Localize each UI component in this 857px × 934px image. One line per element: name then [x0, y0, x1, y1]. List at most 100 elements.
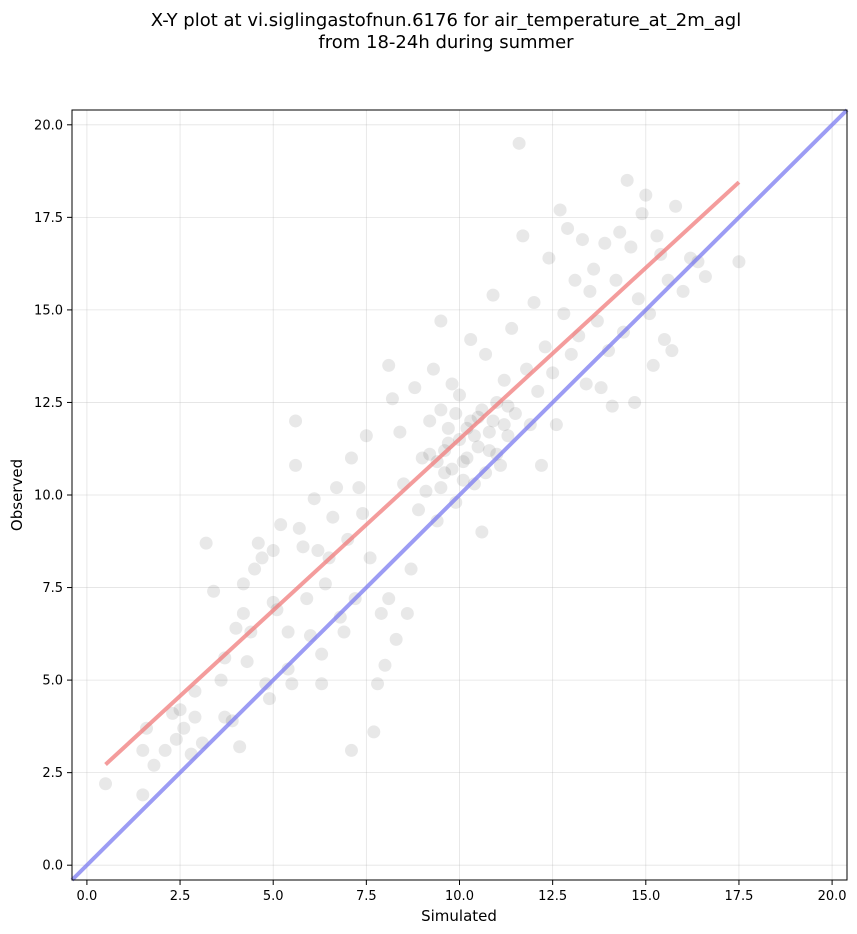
x-tick-label: 2.5 — [170, 889, 191, 904]
scatter-point — [408, 381, 422, 395]
scatter-point — [236, 606, 250, 620]
scatter-point — [289, 458, 303, 472]
scatter-point — [419, 484, 433, 498]
scatter-point — [650, 229, 664, 243]
scatter-point — [326, 510, 340, 524]
scatter-point — [285, 677, 299, 691]
scatter-point — [594, 381, 608, 395]
scatter-point — [497, 373, 511, 387]
scatter-point — [166, 706, 180, 720]
scatter-point — [635, 207, 649, 221]
x-tick-label: 5.0 — [263, 889, 284, 904]
scatter-point — [587, 262, 601, 276]
scatter-point — [549, 418, 563, 432]
scatter-point — [236, 577, 250, 591]
scatter-point — [434, 403, 448, 417]
scatter-point — [434, 481, 448, 495]
scatter-point — [438, 466, 452, 480]
scatter-point — [415, 451, 429, 465]
scatter-point — [255, 551, 269, 565]
scatter-point — [218, 710, 232, 724]
scatter-point — [318, 577, 332, 591]
scatter-point — [613, 225, 627, 239]
scatter-point — [456, 473, 470, 487]
scatter-point — [214, 673, 228, 687]
scatter-point — [542, 251, 556, 265]
scatter-point — [456, 455, 470, 469]
y-tick-label: 5.0 — [42, 674, 63, 689]
scatter-point — [445, 462, 459, 476]
scatter-point — [251, 536, 265, 550]
scatter-point — [445, 377, 459, 391]
x-tick-label: 17.5 — [724, 889, 753, 904]
scatter-point — [479, 347, 493, 361]
scatter-point — [486, 288, 500, 302]
scatter-point — [575, 233, 589, 247]
scatter-point — [669, 199, 683, 213]
scatter-point — [505, 321, 519, 335]
y-tick-label: 2.5 — [42, 766, 63, 781]
scatter-point — [315, 647, 329, 661]
scatter-point — [218, 651, 232, 665]
scatter-point — [732, 255, 746, 269]
scatter-point — [508, 407, 522, 421]
scatter-point — [363, 551, 377, 565]
y-tick-label: 15.0 — [34, 303, 63, 318]
scatter-point — [493, 458, 507, 472]
scatter-point — [564, 347, 578, 361]
scatter-point — [158, 743, 172, 757]
scatter-point — [147, 758, 161, 772]
scatter-point — [471, 440, 485, 454]
scatter-point — [423, 447, 437, 461]
scatter-point — [620, 173, 634, 187]
scatter-point — [199, 536, 213, 550]
scatter-point — [501, 429, 515, 443]
scatter-point — [624, 240, 638, 254]
scatter-point — [460, 451, 474, 465]
scatter-point — [344, 451, 358, 465]
scatter-point — [229, 621, 243, 635]
scatter-point — [389, 632, 403, 646]
scatter-point — [631, 292, 645, 306]
scatter-point — [482, 425, 496, 439]
x-tick-label: 0.0 — [77, 889, 98, 904]
scatter-point — [300, 592, 314, 606]
scatter-point — [136, 743, 150, 757]
chart-title-line-2: from 18-24h during summer — [318, 32, 574, 53]
scatter-point — [374, 606, 388, 620]
scatter-point — [531, 384, 545, 398]
scatter-point — [371, 677, 385, 691]
x-axis-label: Simulated — [421, 907, 497, 925]
scatter-point — [609, 273, 623, 287]
scatter-point — [296, 540, 310, 554]
scatter-point — [248, 562, 262, 576]
y-tick-label: 20.0 — [34, 118, 63, 133]
scatter-point — [501, 399, 515, 413]
x-tick-label: 12.5 — [538, 889, 567, 904]
scatter-point — [382, 592, 396, 606]
scatter-point — [497, 418, 511, 432]
scatter-point — [136, 788, 150, 802]
scatter-point — [307, 492, 321, 506]
y-tick-label: 17.5 — [34, 211, 63, 226]
scatter-point — [426, 362, 440, 376]
scatter-point — [657, 333, 671, 347]
scatter-point — [598, 236, 612, 250]
y-tick-label: 0.0 — [42, 859, 63, 874]
scatter-point — [404, 562, 418, 576]
scatter-point — [561, 221, 575, 235]
scatter-point — [557, 307, 571, 321]
scatter-points — [99, 136, 746, 802]
scatter-point — [646, 358, 660, 372]
scatter-point — [262, 692, 276, 706]
y-tick-label: 12.5 — [34, 396, 63, 411]
scatter-point — [546, 366, 560, 380]
scatter-point — [464, 333, 478, 347]
scatter-point — [400, 606, 414, 620]
scatter-point — [367, 725, 381, 739]
scatter-point — [568, 273, 582, 287]
x-tick-label: 10.0 — [445, 889, 474, 904]
scatter-point — [475, 525, 489, 539]
scatter-point — [169, 732, 183, 746]
scatter-point — [553, 203, 567, 217]
